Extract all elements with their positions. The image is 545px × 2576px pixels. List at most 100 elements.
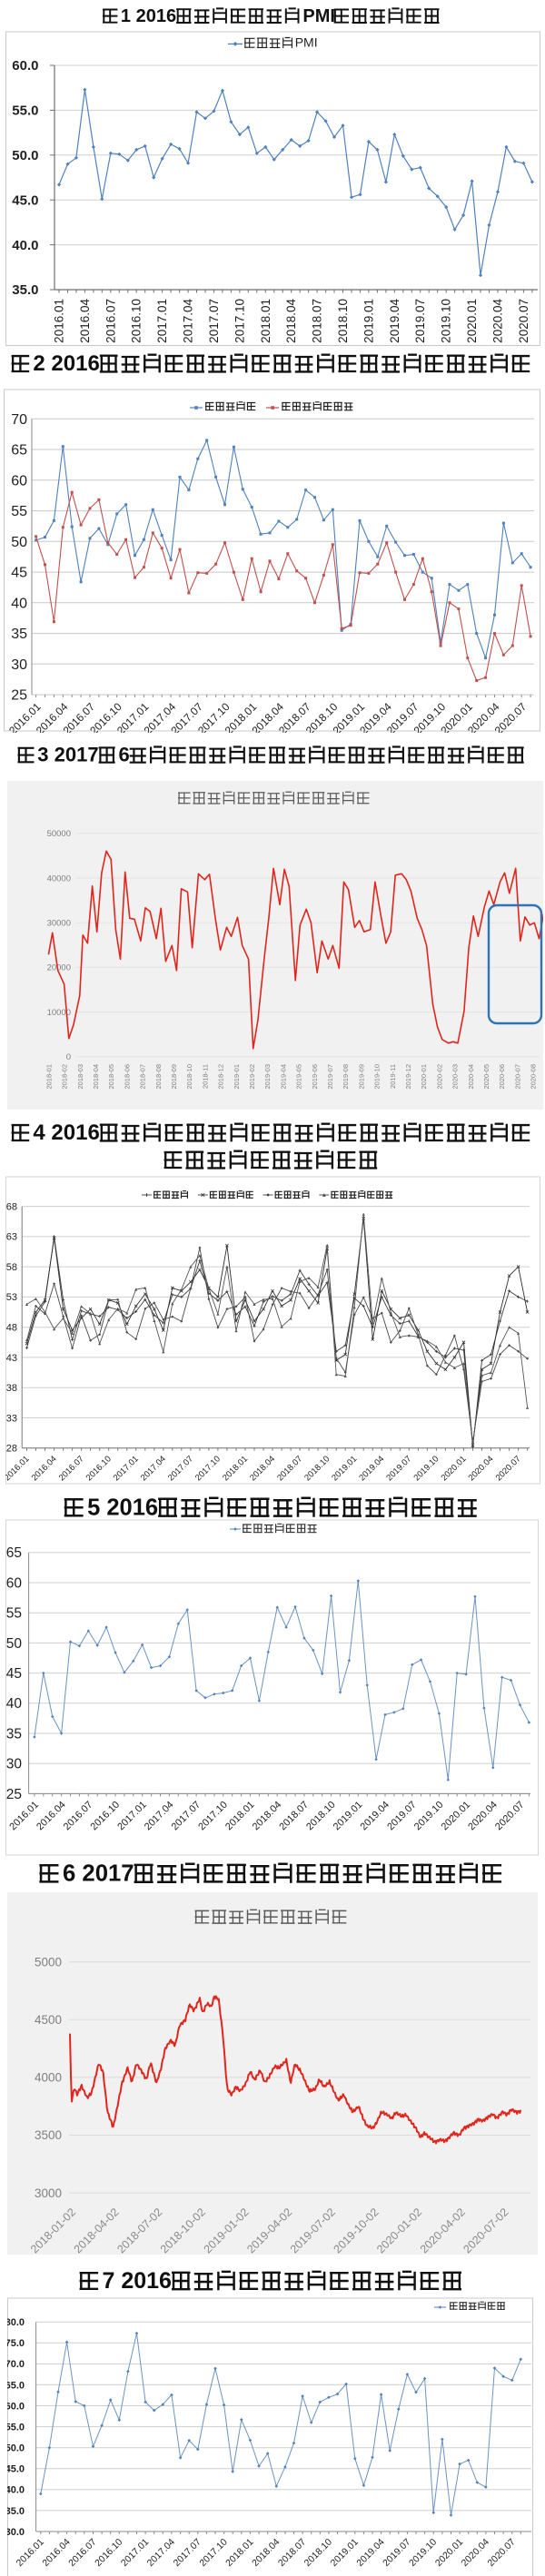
svg-text:2016.01: 2016.01 [53,299,66,343]
svg-text:2019.10: 2019.10 [412,1800,446,1833]
svg-text:2019-10: 2019-10 [373,1064,382,1090]
svg-text:2019.07: 2019.07 [385,1800,419,1833]
svg-text:4 2016: 4 2016 [33,1120,99,1145]
svg-text:2018.10: 2018.10 [304,1800,338,1833]
svg-text:2016.10: 2016.10 [89,1800,123,1833]
svg-text:PMI: PMI [302,6,335,26]
svg-text:50.0: 50.0 [12,148,38,163]
svg-text:2016.07: 2016.07 [66,2537,98,2569]
svg-text:2020.01: 2020.01 [433,2537,465,2569]
svg-text:2017.04: 2017.04 [145,2537,177,2569]
svg-text:2020-02: 2020-02 [435,1064,443,1090]
svg-text:45.0: 45.0 [7,2464,25,2475]
svg-text:60: 60 [11,473,27,489]
svg-text:2018.10: 2018.10 [336,299,350,343]
svg-text:2019-06: 2019-06 [311,1064,319,1090]
svg-text:2019.07: 2019.07 [381,2537,412,2569]
svg-text:2019.10: 2019.10 [440,299,453,343]
svg-text:2018-03: 2018-03 [76,1064,84,1090]
svg-text:40: 40 [6,1696,23,1712]
svg-text:2018.04: 2018.04 [250,2537,282,2569]
svg-text:2016.10: 2016.10 [130,299,144,343]
svg-text:3500: 3500 [35,2128,62,2142]
svg-text:2019.07: 2019.07 [384,1454,413,1483]
svg-text:2020.04: 2020.04 [467,1454,496,1483]
svg-text:2019-03: 2019-03 [263,1064,272,1090]
svg-text:2020.04: 2020.04 [491,299,505,343]
svg-text:2020.01: 2020.01 [440,1454,469,1483]
svg-text:2018.07: 2018.07 [275,1454,304,1483]
svg-text:30.0: 30.0 [7,2527,25,2538]
svg-text:45: 45 [11,566,27,581]
svg-text:60.0: 60.0 [12,58,38,74]
svg-text:25: 25 [6,1787,22,1802]
svg-text:48: 48 [6,1323,17,1334]
svg-text:2020-06: 2020-06 [498,1064,506,1090]
svg-text:2017.01: 2017.01 [115,1800,149,1833]
svg-text:2018.01: 2018.01 [221,1454,250,1483]
svg-text:2016.04: 2016.04 [35,1800,68,1833]
svg-text:63: 63 [6,1232,17,1243]
svg-text:2017.07: 2017.07 [170,1800,203,1833]
svg-text:2018-10: 2018-10 [185,1064,193,1090]
svg-text:2016.10: 2016.10 [93,2537,124,2569]
svg-text:55.0: 55.0 [7,2422,25,2433]
svg-text:28: 28 [6,1444,17,1455]
svg-text:60: 60 [6,1575,23,1591]
svg-text:38: 38 [6,1383,17,1394]
svg-text:2017.01: 2017.01 [155,299,169,343]
svg-text:2019-07: 2019-07 [326,1064,334,1090]
svg-text:2020.01: 2020.01 [440,1800,473,1833]
svg-text:2019.07: 2019.07 [413,299,427,343]
svg-text:2016.01: 2016.01 [5,1454,32,1483]
svg-text:2018-07: 2018-07 [139,1064,147,1090]
svg-text:2017.10: 2017.10 [193,1454,223,1483]
svg-text:45.0: 45.0 [12,192,38,208]
svg-text:65: 65 [6,1545,22,1561]
svg-text:35.0: 35.0 [7,2506,25,2517]
svg-text:70.0: 70.0 [7,2359,25,2370]
svg-text:2020-01: 2020-01 [420,1064,428,1090]
svg-text:55: 55 [6,1606,22,1622]
svg-text:5 2016: 5 2016 [87,1495,158,1520]
svg-text:2018.04: 2018.04 [284,299,298,343]
svg-text:2019-09: 2019-09 [357,1064,365,1090]
svg-text:2017.04: 2017.04 [143,1800,176,1833]
svg-text:58: 58 [6,1262,17,1273]
svg-text:2017.04: 2017.04 [139,1454,168,1483]
svg-text:30: 30 [6,1757,23,1772]
svg-text:2016.07: 2016.07 [104,299,117,343]
svg-text:2017.07: 2017.07 [166,1454,195,1483]
svg-text:4000: 4000 [35,2071,62,2085]
svg-text:2019-02: 2019-02 [248,1064,256,1090]
svg-text:2019.01: 2019.01 [329,2537,361,2569]
svg-text:35.0: 35.0 [12,282,38,298]
svg-text:2018.04: 2018.04 [248,1454,277,1483]
svg-text:2020-08: 2020-08 [530,1064,538,1090]
svg-text:2018.04: 2018.04 [251,1800,284,1833]
svg-text:2018-09: 2018-09 [170,1064,178,1090]
svg-text:6 2017: 6 2017 [63,1861,134,1887]
svg-text:2018-12: 2018-12 [217,1064,225,1090]
svg-text:2017.10: 2017.10 [196,1800,230,1833]
svg-text:2018-11: 2018-11 [201,1064,209,1089]
svg-text:65: 65 [11,443,27,459]
svg-text:2016.07: 2016.07 [62,1800,95,1833]
svg-text:2020-04: 2020-04 [467,1064,475,1090]
svg-text:2020-03: 2020-03 [451,1064,460,1090]
svg-text:2018-06: 2018-06 [123,1064,131,1090]
svg-text:2019.04: 2019.04 [357,1454,386,1483]
svg-text:53: 53 [6,1292,17,1303]
svg-text:70: 70 [11,412,27,428]
svg-text:55.0: 55.0 [12,104,38,119]
svg-text:40.0: 40.0 [7,2485,25,2496]
svg-text:6: 6 [119,744,130,766]
svg-text:3000: 3000 [35,2186,62,2200]
svg-text:2020.04: 2020.04 [460,2537,491,2569]
svg-text:2018.07: 2018.07 [311,299,324,343]
svg-text:2 2016: 2 2016 [33,351,99,376]
svg-text:1 2016: 1 2016 [121,6,176,26]
svg-text:2017.04: 2017.04 [182,299,195,343]
svg-text:5000: 5000 [35,1955,62,1969]
svg-text:2016.04: 2016.04 [40,2537,72,2569]
